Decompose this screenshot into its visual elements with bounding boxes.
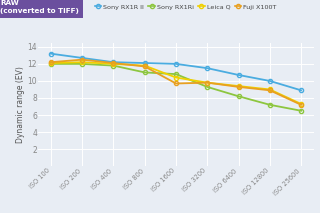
Sony RX1Ri <box>299 109 303 112</box>
Sony RX1Ri <box>236 95 240 98</box>
Sony RX1Ri <box>174 73 178 75</box>
Sony RX1R II <box>174 63 178 65</box>
Fuji X100T <box>174 82 178 85</box>
Leica Q <box>112 63 116 65</box>
Leica Q <box>49 62 53 64</box>
Legend: Sony RX1R II, Sony RX1Ri, Leica Q, Fuji X100T: Sony RX1R II, Sony RX1Ri, Leica Q, Fuji … <box>95 4 276 10</box>
Leica Q <box>174 76 178 79</box>
Fuji X100T <box>236 86 240 88</box>
Leica Q <box>205 81 209 84</box>
Sony RX1R II <box>49 52 53 55</box>
Line: Sony RX1Ri: Sony RX1Ri <box>49 62 303 113</box>
Sony RX1R II <box>205 67 209 69</box>
Sony RX1R II <box>112 61 116 63</box>
Fuji X100T <box>143 65 147 68</box>
Fuji X100T <box>205 81 209 84</box>
Sony RX1R II <box>236 74 240 76</box>
Line: Sony RX1R II: Sony RX1R II <box>49 52 303 92</box>
Leica Q <box>80 61 84 63</box>
Leica Q <box>143 64 147 67</box>
Sony RX1Ri <box>80 63 84 65</box>
Leica Q <box>299 103 303 105</box>
Sony RX1R II <box>299 89 303 92</box>
Y-axis label: Dynamic range (EV): Dynamic range (EV) <box>16 66 25 143</box>
Fuji X100T <box>80 58 84 61</box>
Fuji X100T <box>299 104 303 106</box>
Line: Fuji X100T: Fuji X100T <box>49 58 303 107</box>
Sony RX1Ri <box>112 64 116 67</box>
Leica Q <box>236 85 240 87</box>
Fuji X100T <box>268 89 272 92</box>
Leica Q <box>268 88 272 91</box>
Sony RX1Ri <box>268 104 272 106</box>
Sony RX1Ri <box>143 71 147 74</box>
Sony RX1R II <box>80 57 84 59</box>
Sony RX1R II <box>268 80 272 82</box>
Sony RX1Ri <box>205 86 209 88</box>
Text: RAW
(converted to TIFF): RAW (converted to TIFF) <box>0 0 79 14</box>
Sony RX1R II <box>143 62 147 64</box>
Fuji X100T <box>49 61 53 63</box>
Line: Leica Q: Leica Q <box>49 60 303 106</box>
Fuji X100T <box>112 62 116 64</box>
Sony RX1Ri <box>49 63 53 65</box>
